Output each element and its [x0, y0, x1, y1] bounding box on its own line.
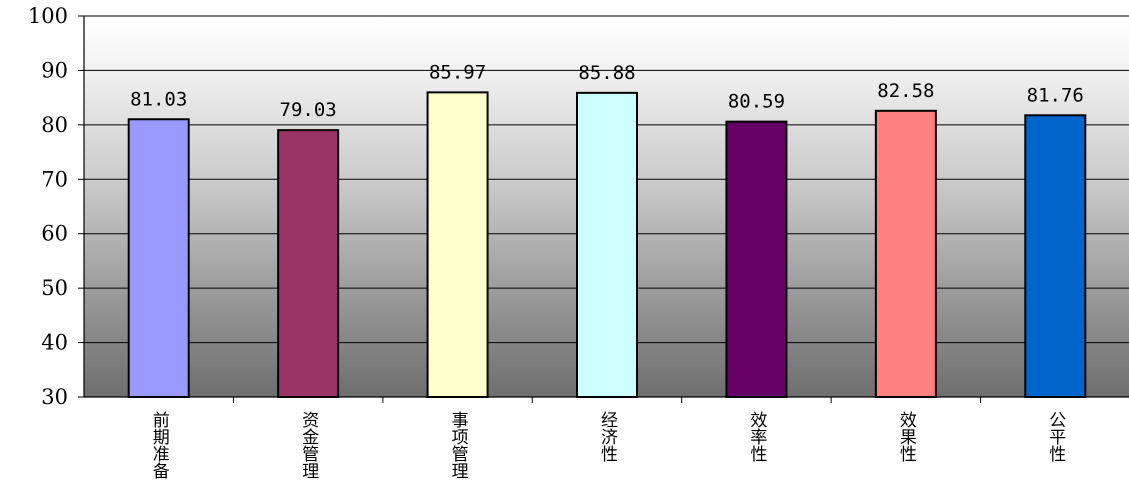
axes: [83, 15, 1129, 398]
x-tick-label: 公平性: [1045, 411, 1066, 462]
y-tick-label: 40: [41, 331, 68, 355]
data-label: 80.59: [728, 91, 785, 113]
bar: [725, 120, 788, 399]
data-label: 85.97: [429, 61, 486, 83]
data-label: 79.03: [280, 99, 337, 121]
data-labels: 81.03 79.03 85.97 85.88 80.59 82.58 81.76: [130, 61, 1084, 121]
data-label: 85.88: [578, 62, 635, 84]
bar: [127, 118, 190, 398]
data-label: 82.58: [877, 80, 934, 102]
bars: [127, 91, 1087, 399]
bar: [1024, 114, 1087, 399]
x-tick-label: 前期准备: [149, 411, 170, 479]
bar: [576, 91, 638, 398]
x-tick-label: 事项管理: [448, 411, 469, 479]
y-tick-label: 70: [41, 167, 68, 191]
bar: [426, 91, 489, 399]
x-tick-label: 效率性: [746, 411, 767, 462]
y-tick-label: 90: [41, 58, 68, 82]
y-tick-label: 60: [41, 222, 68, 246]
x-axis-ticks: 前期准备 资金管理 事项管理 经济性 效率性 效果性 公平性: [149, 397, 1066, 479]
x-tick-label: 资金管理: [298, 411, 319, 479]
data-label: 81.76: [1027, 84, 1084, 106]
y-tick-label: 80: [41, 113, 68, 137]
x-tick-label: 效果性: [896, 411, 917, 462]
y-axis-ticks: 30 40 50 60 70 80 90 100: [28, 4, 84, 409]
x-tick-label: 经济性: [597, 411, 618, 462]
data-label: 81.03: [130, 88, 187, 110]
bar: [874, 109, 937, 398]
y-tick-label: 100: [28, 4, 68, 28]
y-tick-label: 50: [41, 276, 68, 300]
y-tick-label: 30: [41, 385, 68, 409]
bar: [277, 129, 340, 398]
